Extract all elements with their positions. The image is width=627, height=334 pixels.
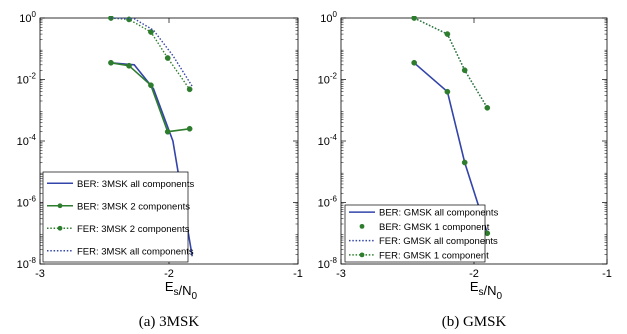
y-tick-label: 10-2 bbox=[318, 72, 338, 87]
legend-entry: FER: GMSK all components bbox=[379, 236, 498, 247]
legend-box bbox=[344, 204, 486, 263]
data-point bbox=[186, 125, 193, 132]
legend-swatch-marker bbox=[57, 225, 63, 231]
data-point bbox=[148, 29, 154, 35]
data-point bbox=[444, 31, 451, 37]
legend-entry: BER: 3MSK 2 components bbox=[77, 201, 190, 212]
series-4 bbox=[110, 17, 193, 87]
data-point bbox=[461, 67, 468, 74]
legend-entry: FER: GMSK 1 component bbox=[379, 250, 489, 261]
data-point bbox=[126, 16, 132, 23]
series-2 bbox=[411, 59, 491, 237]
y-tick-label: 10-8 bbox=[318, 256, 338, 271]
data-point bbox=[411, 59, 417, 66]
legend-swatch-marker bbox=[359, 223, 365, 229]
y-tick-label: 10-4 bbox=[318, 133, 338, 148]
legend-swatch-marker bbox=[359, 252, 365, 258]
x-tick-label: -2 bbox=[164, 268, 174, 280]
legend-entry: BER: 3MSK all components bbox=[77, 179, 194, 190]
legend-entry: FER: 3MSK 2 components bbox=[77, 224, 190, 235]
x-tick-label: -3 bbox=[35, 268, 45, 280]
y-tick-label: 10-2 bbox=[17, 72, 37, 87]
y-tick-label: 10-6 bbox=[318, 195, 338, 210]
legend-entry: BER: GMSK 1 component bbox=[379, 222, 490, 233]
y-tick-label: 100 bbox=[19, 10, 36, 25]
series-3 bbox=[108, 16, 193, 93]
data-point bbox=[148, 82, 154, 89]
x-axis-label: Es/N0 bbox=[165, 279, 198, 302]
data-point bbox=[108, 59, 114, 66]
x-tick-label: -1 bbox=[602, 268, 612, 280]
data-point bbox=[411, 16, 417, 21]
series-line bbox=[413, 62, 489, 234]
legend: BER: 3MSK all components BER: 3MSK 2 comp… bbox=[42, 171, 194, 263]
legend-swatch-marker bbox=[57, 203, 63, 209]
series-2 bbox=[108, 59, 193, 135]
series-4 bbox=[411, 16, 491, 111]
series-1 bbox=[413, 62, 489, 234]
panel-caption: (b) GMSK bbox=[442, 314, 507, 330]
legend-entry: BER: GMSK all components bbox=[379, 208, 499, 219]
x-tick-label: -3 bbox=[336, 268, 346, 280]
data-point bbox=[461, 159, 468, 166]
x-tick-label: -2 bbox=[469, 268, 479, 280]
data-point bbox=[164, 128, 171, 135]
y-tick-label: 10-6 bbox=[17, 195, 37, 210]
chart-panel-2: 10-8 10-6 10-4 10-2 100 -3 -2 -1 Es/N0 (b) GMSK BE… bbox=[318, 10, 612, 330]
x-axis-label: Es/N0 bbox=[470, 279, 503, 302]
data-point bbox=[164, 55, 171, 61]
y-tick-label: 10-4 bbox=[17, 133, 37, 148]
legend: BER: GMSK all components BER: GMSK 1 comp… bbox=[344, 204, 499, 263]
y-tick-label: 10-8 bbox=[17, 256, 37, 271]
data-point bbox=[186, 86, 193, 93]
legend-box bbox=[42, 171, 189, 263]
panel-caption: (a) 3MSK bbox=[139, 314, 200, 330]
chart-panel-1: 10-8 10-6 10-4 10-2 100 -3 -2 -1 Es/N0 (a) 3MSK BE… bbox=[17, 10, 303, 330]
y-tick-label: 100 bbox=[320, 10, 337, 25]
x-tick-label: -1 bbox=[293, 268, 303, 280]
data-point bbox=[484, 104, 491, 111]
data-point bbox=[444, 88, 451, 95]
series-line bbox=[110, 17, 193, 87]
legend-entry: FER: 3MSK all components bbox=[77, 246, 194, 257]
data-point bbox=[126, 62, 132, 69]
series-line bbox=[413, 17, 488, 109]
